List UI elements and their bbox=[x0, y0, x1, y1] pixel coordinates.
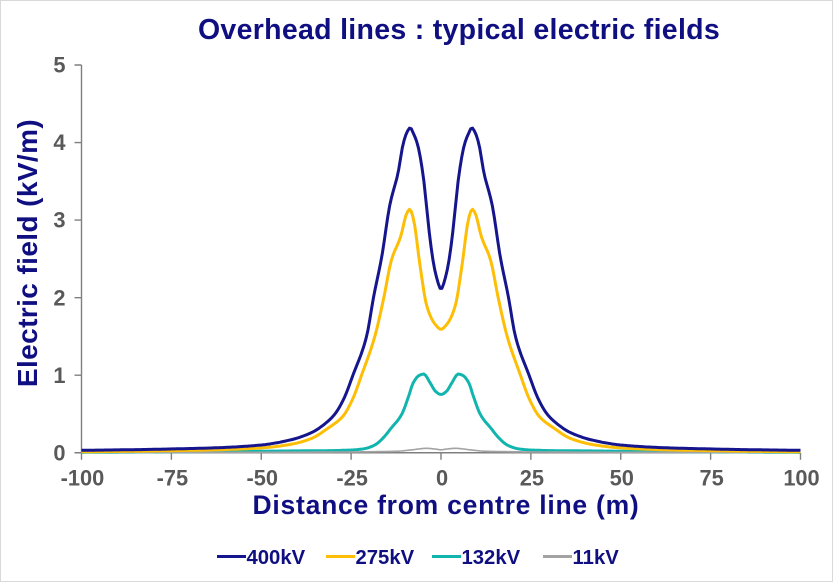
svg-text:1: 1 bbox=[53, 363, 65, 388]
svg-text:3: 3 bbox=[53, 208, 65, 233]
svg-text:5: 5 bbox=[53, 53, 65, 78]
svg-text:-75: -75 bbox=[157, 466, 189, 491]
svg-text:-100: -100 bbox=[61, 466, 105, 491]
svg-text:400kV: 400kV bbox=[247, 547, 306, 569]
svg-text:4: 4 bbox=[53, 130, 65, 155]
svg-text:132kV: 132kV bbox=[462, 547, 521, 569]
svg-text:Overhead lines : typical elect: Overhead lines : typical electric fields bbox=[198, 14, 720, 46]
svg-text:0: 0 bbox=[53, 440, 65, 465]
svg-text:Distance from centre line (m): Distance from centre line (m) bbox=[253, 490, 640, 520]
svg-text:100: 100 bbox=[783, 466, 819, 491]
svg-text:-25: -25 bbox=[336, 466, 368, 491]
svg-text:25: 25 bbox=[520, 466, 544, 491]
svg-text:0: 0 bbox=[436, 466, 448, 491]
svg-text:75: 75 bbox=[699, 466, 723, 491]
svg-text:11kV: 11kV bbox=[573, 547, 620, 569]
svg-text:50: 50 bbox=[610, 466, 634, 491]
svg-text:-50: -50 bbox=[246, 466, 278, 491]
svg-text:2: 2 bbox=[53, 285, 65, 310]
svg-text:Electric field (kV/m): Electric field (kV/m) bbox=[12, 119, 43, 387]
svg-text:275kV: 275kV bbox=[356, 547, 415, 569]
